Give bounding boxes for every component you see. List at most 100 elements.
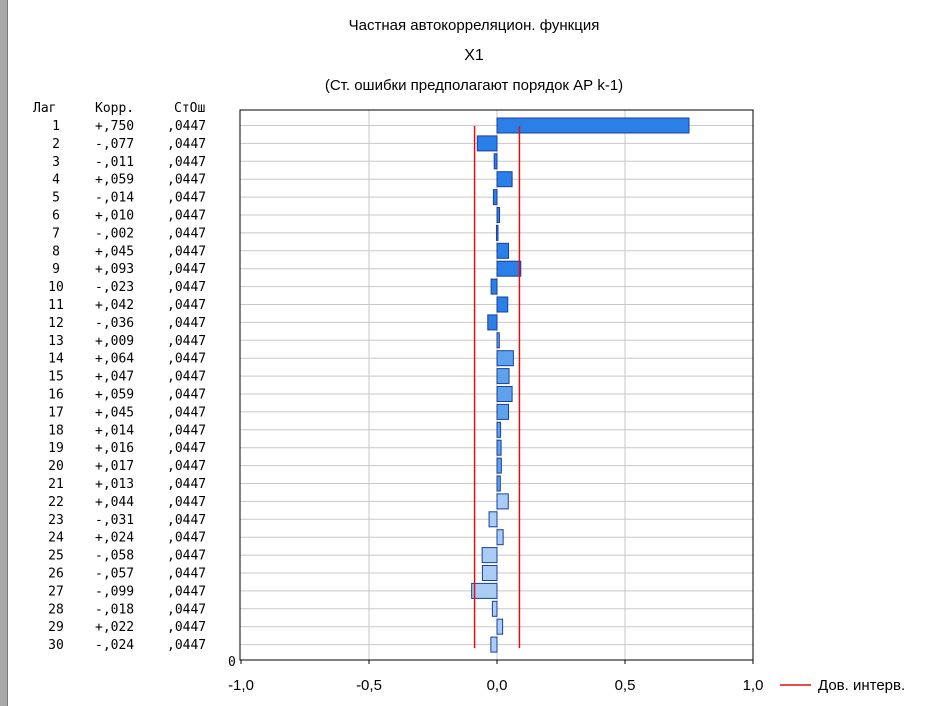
se-label: ,0447 <box>167 388 206 403</box>
se-label: ,0447 <box>167 405 206 420</box>
se-label: ,0447 <box>167 441 206 456</box>
lag-label: 28 <box>48 602 64 617</box>
bar-lag-22 <box>496 493 509 510</box>
corr-label: -,014 <box>95 191 134 206</box>
se-label: ,0447 <box>167 298 206 313</box>
lag-label: 10 <box>48 280 64 295</box>
corr-label: +,064 <box>95 352 134 367</box>
lag-label: 11 <box>48 298 64 313</box>
corr-label: +,013 <box>95 477 134 492</box>
se-label: ,0447 <box>167 280 206 295</box>
corr-label: -,024 <box>95 638 134 653</box>
x-tick-label: 0,5 <box>615 677 636 694</box>
bar-lag-27 <box>471 582 498 599</box>
se-label: ,0447 <box>167 173 206 188</box>
corr-label: +,017 <box>95 459 134 474</box>
se-label: ,0447 <box>167 423 206 438</box>
legend: Дов. интерв. <box>780 677 905 694</box>
lag-label: 16 <box>48 388 64 403</box>
x-tick-label: 1,0 <box>743 677 764 694</box>
bar-lag-24 <box>496 529 504 546</box>
lag-label: 9 <box>52 262 60 277</box>
legend-label: Дов. интерв. <box>818 677 905 694</box>
confidence-lines <box>473 126 521 649</box>
se-label: ,0447 <box>167 352 206 367</box>
corr-label: +,047 <box>95 370 134 385</box>
bar-lag-20 <box>496 457 502 474</box>
se-label: ,0447 <box>167 584 206 599</box>
se-label: ,0447 <box>167 531 206 546</box>
x-tick-label: 0,0 <box>487 677 508 694</box>
chart-title: Частная автокорреляцион. функция <box>348 17 600 34</box>
corr-label: -,099 <box>95 584 134 599</box>
corr-label: -,031 <box>95 513 134 528</box>
se-label: ,0447 <box>167 316 206 331</box>
bar-lag-9 <box>496 260 522 277</box>
se-label: ,0447 <box>167 119 206 134</box>
lag-label: 22 <box>48 495 64 510</box>
corr-label: +,059 <box>95 388 134 403</box>
bar-lag-16 <box>496 386 513 402</box>
bar-lag-7 <box>495 224 499 241</box>
se-label: ,0447 <box>167 244 206 259</box>
lag-label: 6 <box>52 209 60 224</box>
lag-label: 27 <box>48 584 64 599</box>
bar-lag-18 <box>496 421 502 438</box>
bar-lag-28 <box>491 600 498 617</box>
lag-label: 20 <box>48 459 64 474</box>
lag-label: 3 <box>52 155 60 170</box>
lag-label: 24 <box>48 531 64 546</box>
corr-label: +,750 <box>95 119 134 134</box>
lag-label: 8 <box>52 244 60 259</box>
bar-lag-26 <box>481 565 498 581</box>
bar-lag-4 <box>496 171 513 188</box>
x-tick-label: -1,0 <box>228 677 254 694</box>
lag-label: 23 <box>48 513 64 528</box>
corr-label: -,023 <box>95 280 134 295</box>
bar-lag-2 <box>476 135 498 152</box>
corr-label: -,077 <box>95 137 134 152</box>
lag-label: 15 <box>48 370 64 385</box>
se-label: ,0447 <box>167 477 206 492</box>
bar-lag-17 <box>496 403 510 420</box>
se-label: ,0447 <box>167 334 206 349</box>
bar-lag-10 <box>490 278 498 295</box>
chart-note: (Ст. ошибки предполагают порядок АР k-1) <box>324 77 624 94</box>
se-label: ,0447 <box>167 262 206 277</box>
column-header-lag: Лаг <box>33 101 56 116</box>
se-label: ,0447 <box>167 209 206 224</box>
bar-lag-29 <box>496 618 504 635</box>
se-label: ,0447 <box>167 513 206 528</box>
se-label: ,0447 <box>167 137 206 152</box>
row-labels: Лаг Корр. СтОш 0 1 +,750 ,0447 2 -,077 ,0447 3… <box>33 101 236 670</box>
lag-label: 25 <box>48 549 64 564</box>
lag-label: 4 <box>52 173 60 188</box>
corr-label: +,022 <box>95 620 134 635</box>
lag-label: 14 <box>48 352 64 367</box>
corr-label: -,018 <box>95 602 134 617</box>
lag-label: 2 <box>52 137 60 152</box>
bar-lag-6 <box>496 207 501 223</box>
bar-lag-3 <box>493 153 498 170</box>
lag-label: 5 <box>52 191 60 206</box>
bar-lag-25 <box>481 547 498 564</box>
lag-label: 29 <box>48 620 64 635</box>
corr-label: +,016 <box>95 441 134 456</box>
se-label: ,0447 <box>167 549 206 564</box>
lag-label: 21 <box>48 477 64 492</box>
corr-label: +,009 <box>95 334 134 349</box>
lag-label: 13 <box>48 334 64 349</box>
bar-lag-30 <box>490 636 498 653</box>
se-label: ,0447 <box>167 191 206 206</box>
se-label: ,0447 <box>167 620 206 635</box>
chart-subtitle: X1 <box>464 47 484 64</box>
bar-lag-15 <box>496 368 510 385</box>
corr-label: +,045 <box>95 244 134 259</box>
x-tick-label: -0,5 <box>356 677 382 694</box>
column-header-se: СтОш <box>174 101 205 116</box>
bar-lag-14 <box>496 350 514 367</box>
y-zero-label: 0 <box>228 655 236 670</box>
lag-label: 7 <box>52 226 60 241</box>
bar-lag-11 <box>496 296 509 313</box>
bar-lag-19 <box>496 439 502 456</box>
